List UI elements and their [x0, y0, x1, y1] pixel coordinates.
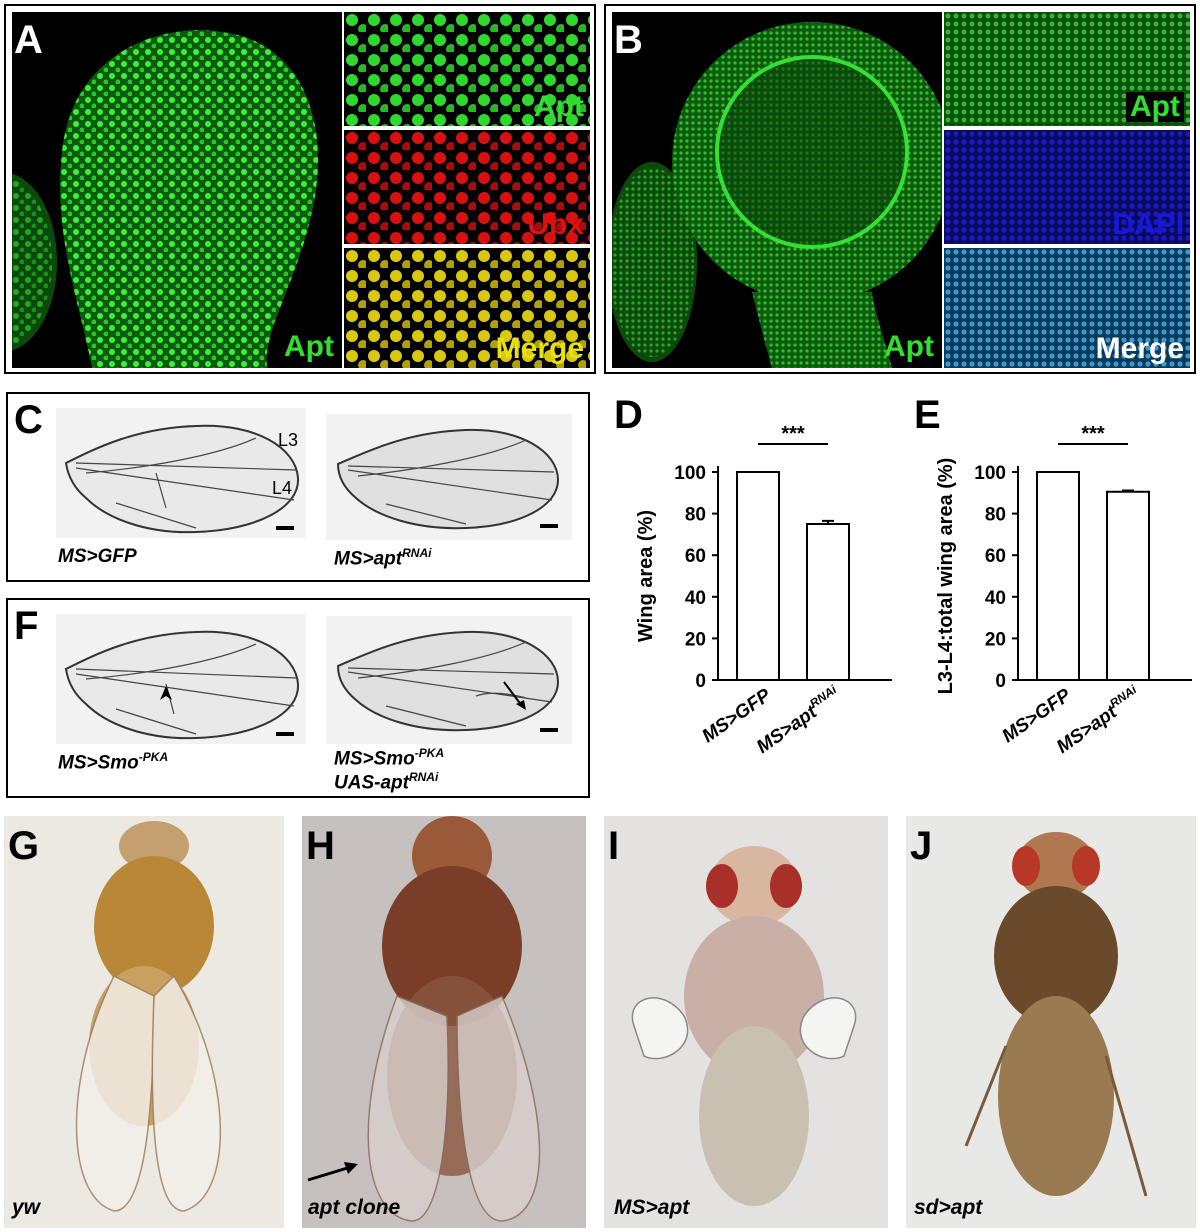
wing-image-ms-smo-pka	[56, 614, 306, 744]
sub-label-apt: Apt	[534, 90, 584, 123]
y-axis-label: Wing area (%)	[635, 510, 657, 642]
significance-label: ***	[781, 423, 805, 445]
panel-a-sub-merge: Merge	[344, 248, 590, 368]
y-tick-label: 60	[685, 546, 706, 567]
fly-ms-apt-photo	[631, 846, 857, 1206]
genotype-ms-gfp: MS>GFP	[58, 546, 137, 567]
main-label-apt: Apt	[284, 330, 334, 363]
dapi-image	[944, 130, 1190, 244]
panel-c: C L3 L4 MS>GFP MS>aptRNAi	[6, 392, 590, 582]
panel-letter-i: I	[608, 824, 620, 868]
y-tick-label: 100	[674, 463, 706, 484]
merge-dots-image	[344, 248, 590, 368]
significance-label: ***	[1081, 423, 1105, 445]
y-tick-label: 20	[985, 629, 1006, 650]
fly-yw-photo	[75, 821, 222, 1212]
vein-label-l4: L4	[272, 478, 293, 498]
wing-drawing	[336, 630, 560, 732]
bar	[1106, 490, 1150, 682]
main-label-apt: Apt	[884, 330, 934, 363]
wing-drawing	[64, 630, 300, 740]
genotype-ms-smo-pka: MS>Smo-PKA	[58, 750, 169, 774]
caption-yw: yw	[12, 1196, 41, 1219]
bar	[806, 523, 850, 681]
apt-dots-image	[344, 12, 590, 126]
y-tick-label: 40	[685, 588, 706, 609]
wing-image-ms-apt-rnai	[326, 414, 572, 540]
wing-disc-apt-main	[12, 30, 319, 368]
panel-letter-c: C	[14, 398, 43, 442]
wing-drawing	[64, 424, 300, 534]
photo-h: H apt clone	[302, 816, 586, 1228]
panel-b: Apt B Apt DAPI Merge	[604, 4, 1196, 374]
panel-letter: D	[614, 393, 643, 437]
arrowhead-icon	[160, 686, 172, 700]
sub-label-merge: Merge	[1095, 332, 1184, 365]
merge-image	[944, 248, 1190, 368]
vein-label-l3: L3	[278, 430, 299, 450]
panel-letter-g: G	[8, 824, 40, 868]
arrow-icon	[516, 700, 526, 710]
y-tick-label: 100	[974, 463, 1006, 484]
panel-f: F MS>Smo-PKA MS>Smo-PKA UAS-aptRNAi	[6, 598, 590, 798]
genotype-ms-apt-rnai: MS>aptRNAi	[334, 546, 432, 570]
arrow-icon	[344, 1162, 358, 1174]
y-tick-label: 0	[695, 671, 706, 692]
panel-letter-h: H	[306, 824, 335, 868]
caption-ms-apt: MS>apt	[614, 1196, 690, 1219]
panel-b-sub-dapi: DAPI	[944, 130, 1190, 244]
panel-b-sub-merge: Merge	[944, 248, 1190, 368]
fly-sd-apt-photo	[964, 832, 1148, 1197]
y-tick-label: 60	[985, 546, 1006, 567]
sub-label-merge: Merge	[495, 332, 584, 365]
photo-j: J sd>apt	[906, 816, 1196, 1228]
panel-letter-b: B	[614, 18, 643, 62]
ubx-dots-image	[344, 130, 590, 244]
panel-a: Apt A Apt Ubx Merge	[4, 4, 596, 374]
panel-letter-a: A	[14, 18, 43, 62]
sub-label-dapi: DAPI	[1112, 208, 1184, 241]
wing-drawing	[336, 428, 560, 530]
y-tick-label: 80	[685, 505, 706, 526]
bar	[1036, 471, 1080, 681]
panel-a-sub-apt: Apt	[344, 12, 590, 126]
wing-image-ms-gfp: L3 L4	[56, 408, 306, 538]
bar	[736, 471, 780, 681]
caption-apt-clone: apt clone	[308, 1196, 401, 1219]
panel-letter-j: J	[910, 824, 933, 868]
photo-g: G yw	[4, 816, 284, 1228]
panel-a-main-image: Apt	[12, 12, 342, 368]
panel-b-sub-apt: Apt	[944, 12, 1190, 126]
y-tick-label: 40	[985, 588, 1006, 609]
wing-disc-apt-main	[612, 22, 942, 368]
panel-letter: E	[914, 393, 941, 437]
genotype-uas-apt-rnai-line2: UAS-aptRNAi	[334, 770, 439, 794]
genotype-ms-smo-pka-line1: MS>Smo-PKA	[334, 746, 445, 770]
sub-label-apt: Apt	[1126, 92, 1184, 122]
y-tick-label: 0	[995, 671, 1006, 692]
panel-letter-f: F	[14, 604, 39, 648]
wing-image-ms-smo-pka-apt-rnai	[326, 616, 572, 744]
fly-apt-clone-photo	[307, 816, 541, 1222]
sub-label-ubx: Ubx	[527, 208, 584, 241]
y-axis-label: L3-L4:total wing area (%)	[935, 458, 957, 695]
panel-a-sub-ubx: Ubx	[344, 130, 590, 244]
y-tick-label: 20	[685, 629, 706, 650]
photo-i: I MS>apt	[604, 816, 888, 1228]
y-tick-label: 80	[985, 505, 1006, 526]
caption-sd-apt: sd>apt	[914, 1196, 983, 1219]
panel-b-main-image: Apt	[612, 12, 942, 368]
